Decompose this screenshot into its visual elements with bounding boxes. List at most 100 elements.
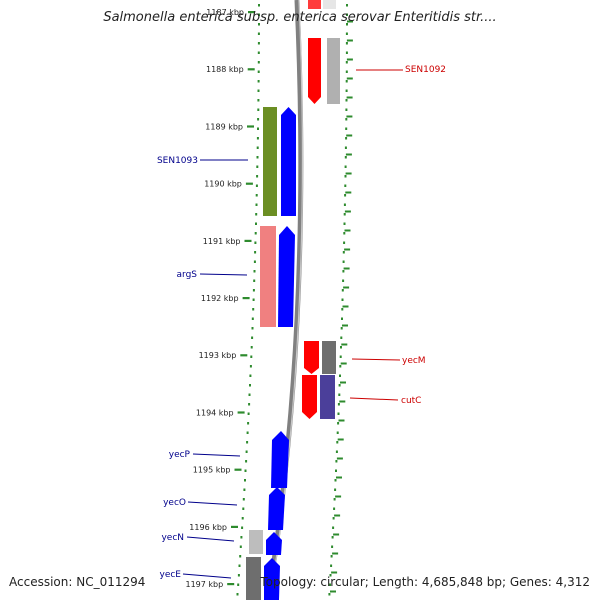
track-dot [251,317,254,320]
minor-tick [340,362,347,365]
minor-tick [330,590,336,593]
track-dot [344,156,347,159]
track-dot [338,393,341,396]
label-sen1092[interactable]: SEN1092 [405,65,446,75]
track-dot [236,593,239,596]
minor-tick [331,571,338,574]
track-dot [257,89,260,92]
minor-tick [344,229,351,232]
track-dot [242,498,245,501]
leader-cutc [349,397,399,401]
track-dot [344,175,347,178]
track-dot [343,241,346,244]
gene-yecn-cog[interactable] [249,530,263,554]
track-dot [340,327,343,330]
track-dot [346,4,348,7]
gene-sen1092-rna[interactable] [327,38,340,104]
track-dot [254,251,257,254]
track-dot [345,42,348,45]
gene-args-cog[interactable] [260,226,276,327]
track-dot [245,450,248,453]
label-cutc[interactable]: cutC [401,396,421,406]
track-dot [343,203,346,206]
track-dot [249,384,251,387]
track-dot [336,441,339,444]
label-yeco[interactable]: yecO [163,498,186,508]
track-dot [255,194,258,197]
track-dot [258,23,260,26]
track-dot [241,517,244,520]
track-dot [341,298,344,301]
track-dot [337,422,340,425]
gene-yecn[interactable] [266,532,282,555]
track-dot [254,232,257,235]
track-dot [246,441,249,444]
track-dot [345,70,348,73]
track-dot [344,194,347,197]
minor-tick [333,533,340,536]
gene-yece[interactable] [264,558,280,600]
minor-tick [342,305,349,308]
gene-partial-top-grey[interactable] [323,0,336,9]
track-dot [333,507,336,510]
minor-tick [339,400,346,403]
scale-label: 1196 kbp [189,523,227,532]
track-dot [256,137,259,140]
track-dot [239,555,242,558]
track-dot [252,289,255,292]
label-yece[interactable]: yecE [160,570,182,580]
gene-yeco[interactable] [268,487,285,530]
gene-sen1092[interactable] [308,38,321,104]
track-dot [256,146,259,149]
track-dot [255,213,258,216]
left-dotted-track [227,4,260,596]
track-dot [346,13,348,16]
gene-cutc[interactable] [302,375,317,419]
track-dot [245,460,248,463]
track-dot [243,488,246,491]
label-yecn[interactable]: yecN [161,533,184,543]
track-dot [341,308,344,311]
minor-tick [344,210,351,213]
scale-label: 1189 kbp [205,122,243,131]
track-dot [255,222,257,225]
gene-yece-cog[interactable] [246,557,261,600]
label-yecp[interactable]: yecP [169,450,191,460]
label-args[interactable]: argS [177,270,198,280]
track-dot [340,336,343,339]
track-dot [345,108,348,111]
label-yecm[interactable]: yecM [402,356,426,366]
major-tick [247,125,254,128]
gene-yecm-cog[interactable] [322,341,336,374]
minor-tick [343,267,350,270]
track-dot [339,365,342,368]
scale-label: 1187 kbp [206,8,244,17]
minor-tick [340,381,346,384]
gene-partial-top[interactable] [308,0,321,9]
gene-sen1093-cog[interactable] [263,107,277,216]
scale-label: 1191 kbp [203,237,241,246]
scale-label: 1194 kbp [196,408,234,417]
scale-labels: 1187 kbp 1188 kbp 1189 kbp 1190 kbp 1191 kbp… [185,8,244,589]
track-dot [344,184,347,187]
gene-sen1093[interactable] [281,107,296,216]
gene-cutc-cog[interactable] [320,375,335,419]
track-dot [343,232,346,235]
track-dot [247,412,250,415]
gene-yecm[interactable] [304,341,319,374]
track-dot [256,156,259,159]
track-dot [258,4,260,7]
track-dot [334,488,337,491]
gene-yecp[interactable] [271,431,289,488]
track-dot [249,374,252,377]
label-sen1093[interactable]: SEN1093 [157,156,198,166]
track-dot [244,469,247,472]
track-dot [257,108,260,111]
track-dot [251,327,254,330]
gene-args[interactable] [278,226,295,327]
scale-label: 1193 kbp [199,351,237,360]
minor-tick [336,457,343,460]
gene-yecm-cutc-group [302,341,336,419]
accession-text: Accession: NC_011294 [9,575,146,589]
